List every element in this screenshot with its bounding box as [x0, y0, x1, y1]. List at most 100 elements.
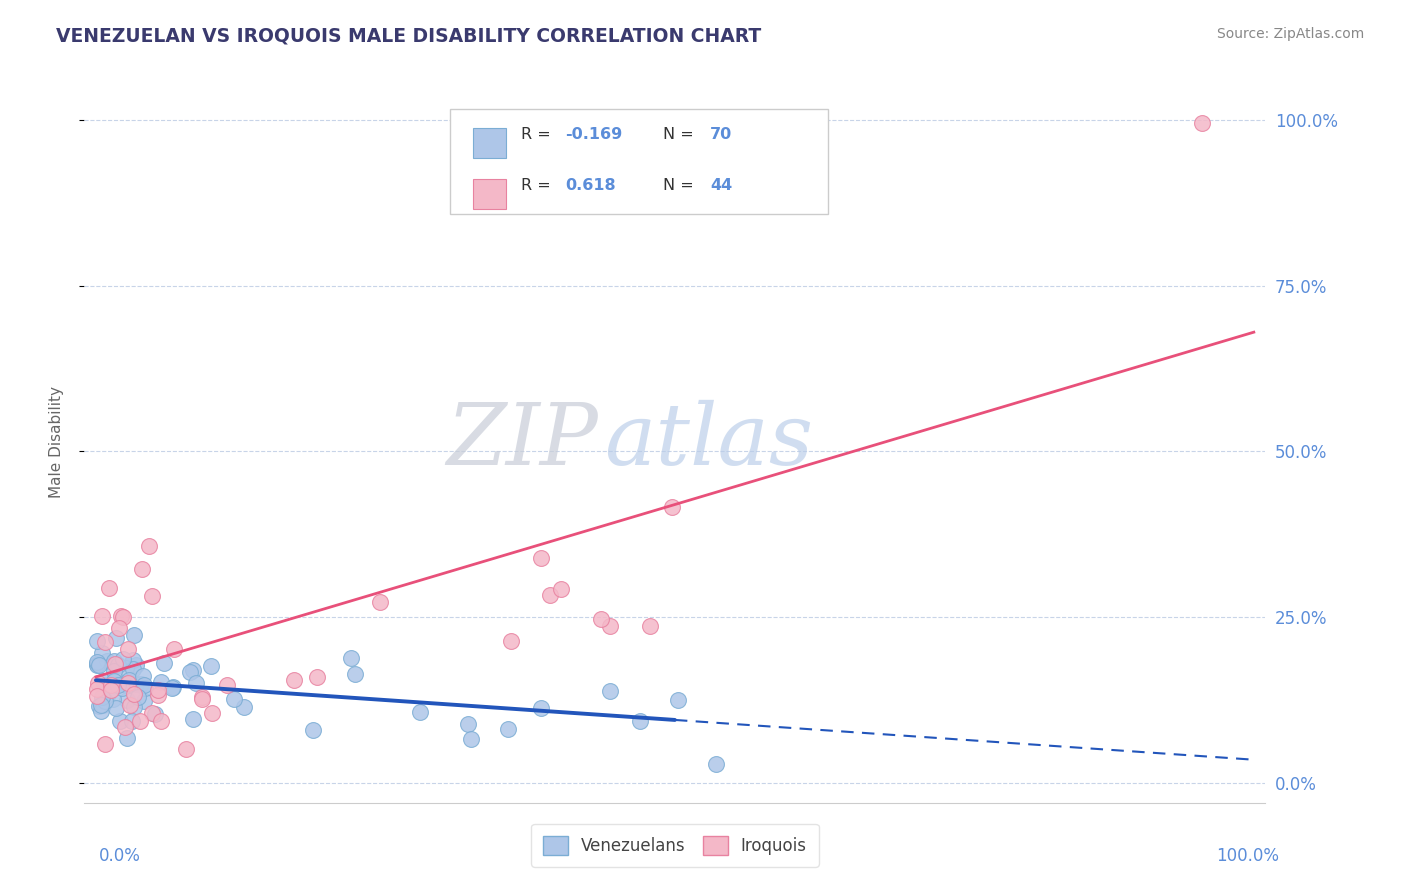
- Point: [160, 681, 183, 695]
- Point: [90, 646, 112, 660]
- Point: [86, 689, 108, 703]
- Point: [105, 631, 128, 645]
- Text: R =: R =: [522, 178, 557, 193]
- Point: [496, 723, 519, 737]
- Point: [86, 657, 108, 671]
- Text: N =: N =: [664, 178, 699, 193]
- FancyBboxPatch shape: [450, 109, 828, 214]
- Point: [530, 701, 553, 715]
- Point: [530, 550, 553, 565]
- Point: [94, 737, 117, 751]
- Point: [121, 662, 143, 676]
- Text: -0.169: -0.169: [565, 127, 623, 142]
- Point: [86, 634, 108, 648]
- Point: [115, 678, 138, 692]
- Text: Source: ZipAtlas.com: Source: ZipAtlas.com: [1216, 27, 1364, 41]
- Point: [91, 674, 114, 689]
- Point: [103, 654, 125, 668]
- Point: [94, 635, 117, 649]
- Point: [117, 676, 139, 690]
- Point: [145, 707, 167, 722]
- Point: [122, 687, 145, 701]
- Point: [181, 712, 204, 726]
- Point: [93, 694, 115, 708]
- Point: [125, 658, 148, 673]
- Point: [186, 676, 208, 690]
- Point: [141, 706, 163, 720]
- Point: [107, 678, 129, 692]
- Point: [666, 692, 689, 706]
- Point: [86, 682, 108, 697]
- Point: [174, 742, 197, 756]
- Point: [87, 676, 110, 690]
- Point: [110, 714, 132, 728]
- Point: [215, 678, 238, 692]
- Point: [115, 693, 138, 707]
- Point: [501, 634, 523, 648]
- Point: [90, 698, 112, 713]
- Point: [179, 665, 201, 680]
- Point: [134, 681, 156, 696]
- Point: [128, 714, 150, 729]
- Point: [117, 673, 139, 687]
- Point: [233, 700, 256, 714]
- Point: [117, 641, 139, 656]
- Text: 70: 70: [710, 127, 733, 142]
- Text: 100.0%: 100.0%: [1216, 847, 1279, 865]
- Point: [150, 675, 173, 690]
- Point: [152, 656, 174, 670]
- Text: VENEZUELAN VS IROQUOIS MALE DISABILITY CORRELATION CHART: VENEZUELAN VS IROQUOIS MALE DISABILITY C…: [56, 27, 762, 45]
- Point: [131, 668, 153, 682]
- Point: [121, 714, 143, 729]
- Point: [141, 589, 163, 603]
- Point: [149, 714, 172, 728]
- Point: [96, 689, 118, 703]
- Point: [111, 609, 134, 624]
- Point: [368, 595, 391, 609]
- Point: [131, 562, 153, 576]
- Point: [200, 659, 222, 673]
- Point: [91, 698, 114, 712]
- Point: [191, 690, 214, 705]
- Point: [129, 677, 152, 691]
- Point: [339, 651, 361, 665]
- FancyBboxPatch shape: [472, 178, 506, 209]
- Point: [112, 652, 135, 666]
- Point: [343, 666, 366, 681]
- Text: 0.0%: 0.0%: [98, 847, 141, 865]
- Point: [87, 658, 110, 673]
- Point: [120, 698, 142, 712]
- Point: [96, 677, 118, 691]
- Point: [162, 641, 184, 656]
- Point: [104, 700, 127, 714]
- Point: [100, 683, 122, 698]
- Point: [305, 670, 328, 684]
- Point: [115, 731, 138, 746]
- Point: [103, 673, 125, 688]
- Point: [114, 661, 136, 675]
- Legend: Venezuelans, Iroquois: Venezuelans, Iroquois: [531, 824, 818, 867]
- Text: atlas: atlas: [605, 401, 813, 483]
- Point: [107, 657, 129, 672]
- Point: [98, 582, 121, 596]
- Point: [224, 692, 246, 706]
- Text: N =: N =: [664, 127, 699, 142]
- Point: [90, 704, 112, 718]
- Point: [101, 691, 124, 706]
- Text: 0.618: 0.618: [565, 178, 616, 193]
- Point: [122, 653, 145, 667]
- Point: [201, 706, 224, 720]
- Point: [146, 682, 169, 697]
- Y-axis label: Male Disability: Male Disability: [49, 385, 63, 498]
- Point: [283, 673, 305, 688]
- Point: [111, 681, 134, 695]
- Point: [89, 698, 111, 713]
- Point: [91, 608, 114, 623]
- Point: [408, 705, 430, 719]
- Point: [114, 720, 136, 734]
- Point: [122, 628, 145, 642]
- Text: R =: R =: [522, 127, 557, 142]
- Point: [599, 684, 621, 698]
- Point: [1191, 116, 1213, 130]
- Point: [538, 588, 561, 602]
